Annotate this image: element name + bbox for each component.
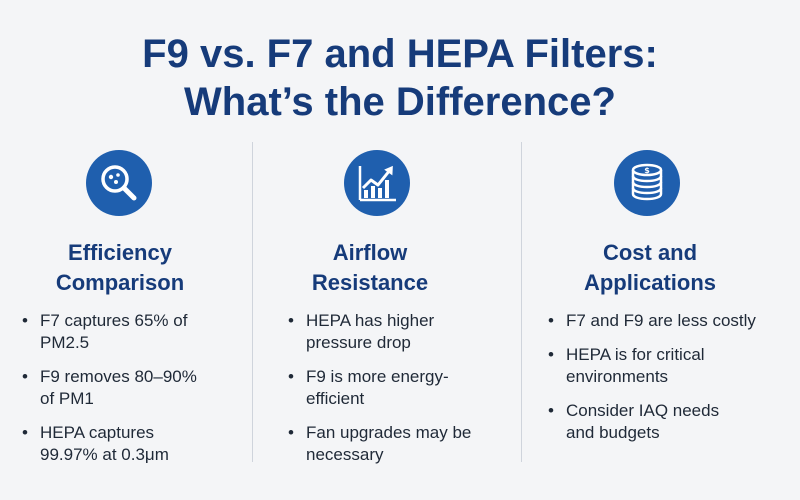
bullet-text-line: F7 captures 65% of xyxy=(40,311,188,330)
list-item: F9 is more energy- efficient xyxy=(288,366,518,410)
title-line-2: What’s the Difference? xyxy=(184,80,616,124)
heading-line-1: Airflow xyxy=(332,240,408,265)
growth-chart-icon xyxy=(344,150,410,216)
column-efficiency: Efficiency Comparison F7 captures 65% of… xyxy=(12,150,252,485)
column-heading: Cost and Applications xyxy=(530,238,770,298)
bullet-list: F7 captures 65% of PM2.5 F9 removes 80–9… xyxy=(22,310,252,478)
bullet-text-line: efficient xyxy=(306,389,365,408)
heading-line-1: Efficiency xyxy=(68,240,172,265)
bullet-text-line: necessary xyxy=(306,445,384,464)
column-divider xyxy=(252,142,253,462)
page-title: F9 vs. F7 and HEPA Filters: What’s the D… xyxy=(0,30,800,126)
coin-stack-icon: $ xyxy=(614,150,680,216)
bullet-text-line: F9 is more energy- xyxy=(306,367,449,386)
list-item: HEPA is for critical environments xyxy=(548,344,778,388)
title-line-1: F9 vs. F7 and HEPA Filters: xyxy=(142,32,658,76)
list-item: HEPA captures 99.97% at 0.3μm xyxy=(22,422,252,466)
magnifier-icon xyxy=(86,150,152,216)
column-heading: Efficiency Comparison xyxy=(0,238,240,298)
bullet-text-line: of PM1 xyxy=(40,389,94,408)
column-heading: Airflow Resistance xyxy=(250,238,490,298)
bullet-text-line: 99.97% at 0.3μm xyxy=(40,445,169,464)
bullet-text-line: F9 removes 80–90% xyxy=(40,367,197,386)
bullet-text-line: pressure drop xyxy=(306,333,411,352)
column-cost: $ Cost and Applications F7 and F9 are le… xyxy=(538,150,778,485)
column-divider xyxy=(521,142,522,462)
heading-line-2: Comparison xyxy=(55,270,185,295)
bullet-text-line: HEPA is for critical xyxy=(566,345,705,364)
list-item: F9 removes 80–90% of PM1 xyxy=(22,366,252,410)
bullet-text-line: and budgets xyxy=(566,423,660,442)
bullet-list: HEPA has higher pressure drop F9 is more… xyxy=(288,310,518,478)
svg-text:$: $ xyxy=(644,166,650,175)
bullet-text-line: F7 and F9 are less costly xyxy=(566,311,756,330)
heading-line-2: Applications xyxy=(583,270,716,295)
bullet-text-line: Consider IAQ needs xyxy=(566,401,720,420)
bullet-text-line: HEPA captures xyxy=(40,423,155,442)
list-item: HEPA has higher pressure drop xyxy=(288,310,518,354)
bullet-text-line: PM2.5 xyxy=(40,333,90,352)
bullet-text-line: environments xyxy=(566,367,669,386)
list-item: Fan upgrades may be necessary xyxy=(288,422,518,466)
bullet-text-line: Fan upgrades may be xyxy=(306,423,472,442)
list-item: F7 and F9 are less costly xyxy=(548,310,778,332)
bullet-text-line: HEPA has higher xyxy=(306,311,435,330)
column-airflow: Airflow Resistance HEPA has higher press… xyxy=(278,150,518,485)
list-item: F7 captures 65% of PM2.5 xyxy=(22,310,252,354)
list-item: Consider IAQ needs and budgets xyxy=(548,400,778,444)
heading-line-1: Cost and xyxy=(602,240,698,265)
bullet-list: F7 and F9 are less costly HEPA is for cr… xyxy=(548,310,778,456)
comparison-columns: Efficiency Comparison F7 captures 65% of… xyxy=(0,150,800,485)
heading-line-2: Resistance xyxy=(311,270,429,295)
